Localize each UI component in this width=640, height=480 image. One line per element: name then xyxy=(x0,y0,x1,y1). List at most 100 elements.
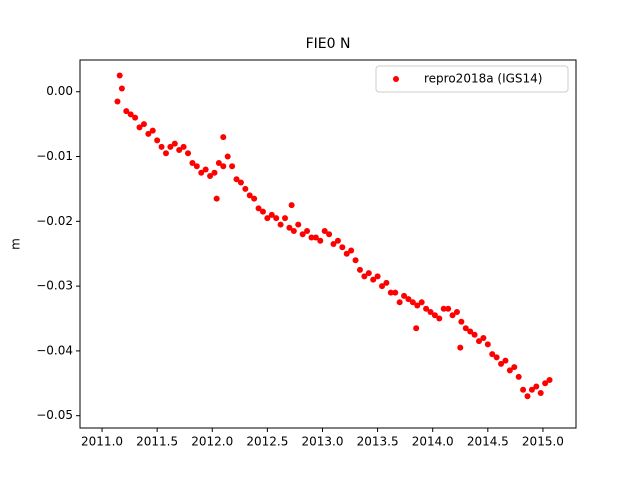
point xyxy=(246,192,253,199)
point xyxy=(162,150,169,157)
x-tick-label: 2011.0 xyxy=(81,435,123,449)
point xyxy=(453,309,460,316)
x-tick-label: 2014.0 xyxy=(412,435,454,449)
point xyxy=(476,338,483,345)
point xyxy=(374,273,381,280)
point xyxy=(405,296,412,303)
point xyxy=(506,367,513,374)
point xyxy=(207,172,214,179)
point xyxy=(436,315,443,322)
point xyxy=(467,328,474,335)
point xyxy=(290,228,297,235)
point xyxy=(458,318,465,325)
point xyxy=(431,312,438,319)
point xyxy=(418,299,425,306)
point xyxy=(154,137,161,144)
point xyxy=(132,114,139,121)
point xyxy=(457,344,464,351)
point xyxy=(356,266,363,273)
y-tick-label: −0.01 xyxy=(36,149,73,163)
x-tick-label: 2011.5 xyxy=(136,435,178,449)
point xyxy=(286,224,293,231)
legend-marker xyxy=(393,76,399,82)
point xyxy=(149,127,156,134)
point xyxy=(123,108,130,115)
point xyxy=(520,386,527,393)
point xyxy=(396,299,403,306)
y-tick-label: −0.03 xyxy=(36,279,73,293)
point xyxy=(361,273,368,280)
point xyxy=(224,153,231,160)
point xyxy=(330,241,337,247)
point xyxy=(379,283,386,290)
point xyxy=(343,250,350,257)
point xyxy=(414,302,421,309)
point xyxy=(237,179,244,186)
point xyxy=(383,279,390,286)
point xyxy=(136,124,143,131)
point xyxy=(489,351,496,358)
point xyxy=(370,276,377,283)
point xyxy=(423,305,430,312)
point xyxy=(140,121,147,128)
point xyxy=(127,111,134,118)
chart-title: FIE0 N xyxy=(306,36,351,52)
point xyxy=(502,357,509,364)
point xyxy=(220,163,227,170)
x-tick-label: 2013.5 xyxy=(357,435,399,449)
point xyxy=(493,354,500,361)
point xyxy=(251,195,258,202)
point xyxy=(264,215,271,222)
point xyxy=(533,383,540,390)
point xyxy=(299,231,306,238)
point xyxy=(158,143,165,150)
point xyxy=(339,244,346,251)
point xyxy=(273,215,280,222)
x-tick-label: 2015.0 xyxy=(522,435,564,449)
point xyxy=(312,234,319,241)
point xyxy=(537,390,544,397)
point xyxy=(288,202,295,209)
point xyxy=(471,331,478,338)
point xyxy=(242,185,249,192)
x-tick-label: 2012.5 xyxy=(246,435,288,449)
x-tick-label: 2013.0 xyxy=(301,435,343,449)
point xyxy=(202,166,209,173)
series xyxy=(114,72,553,400)
point xyxy=(498,360,505,367)
point xyxy=(171,140,178,147)
point xyxy=(233,176,240,183)
point xyxy=(413,325,420,332)
point xyxy=(176,147,183,154)
point xyxy=(484,341,491,348)
point xyxy=(215,160,222,167)
point xyxy=(220,134,227,141)
point xyxy=(449,312,456,319)
x-tick-label: 2014.5 xyxy=(467,435,509,449)
point xyxy=(277,221,284,228)
point xyxy=(387,289,394,296)
point xyxy=(193,163,200,170)
point xyxy=(198,169,205,176)
y-axis-label: m xyxy=(9,238,23,250)
point xyxy=(213,195,220,202)
point xyxy=(401,292,408,299)
y-tick-label: 0.00 xyxy=(46,84,73,98)
point xyxy=(211,169,218,176)
point xyxy=(185,150,192,157)
point xyxy=(116,72,123,79)
point xyxy=(511,364,518,371)
point xyxy=(515,373,522,380)
point xyxy=(282,215,289,222)
point xyxy=(308,234,315,241)
point xyxy=(462,325,469,332)
x-tick-label: 2012.0 xyxy=(191,435,233,449)
point xyxy=(255,205,262,212)
point xyxy=(392,289,399,296)
point xyxy=(321,228,328,235)
point xyxy=(268,211,275,218)
point xyxy=(317,237,324,244)
legend-label: repro2018a (IGS14) xyxy=(424,72,542,86)
point xyxy=(295,221,302,228)
y-tick-label: −0.05 xyxy=(36,408,73,422)
